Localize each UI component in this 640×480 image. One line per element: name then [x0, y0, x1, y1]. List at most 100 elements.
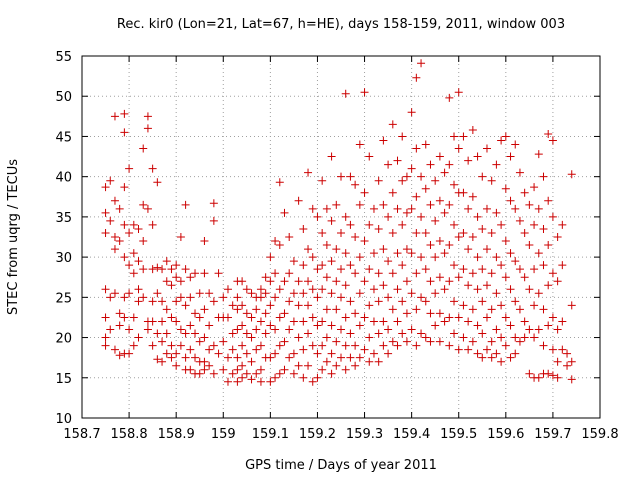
data-point [360, 277, 369, 286]
data-point [148, 220, 157, 229]
data-point [398, 132, 407, 141]
data-point [120, 220, 129, 229]
data-point [440, 208, 449, 217]
data-point [195, 313, 204, 322]
data-point [304, 168, 313, 177]
data-point [125, 228, 134, 237]
data-point [172, 349, 181, 358]
data-point [304, 245, 313, 254]
data-point [101, 208, 110, 217]
data-point [191, 269, 200, 278]
data-point [501, 273, 510, 282]
data-point [534, 249, 543, 258]
data-point [313, 373, 322, 382]
data-point [459, 132, 468, 141]
data-point [242, 285, 251, 294]
data-point [393, 285, 402, 294]
data-point [285, 353, 294, 362]
data-point [346, 297, 355, 306]
data-point [435, 309, 444, 318]
data-point [308, 341, 317, 350]
data-point [511, 333, 520, 342]
data-point [209, 341, 218, 350]
data-point [205, 321, 214, 330]
y-tick-label: 30 [55, 251, 72, 266]
data-point [445, 313, 454, 322]
data-point [355, 353, 364, 362]
data-point [454, 144, 463, 153]
data-point [487, 305, 496, 314]
data-point [256, 365, 265, 374]
data-point [289, 289, 298, 298]
data-point [558, 317, 567, 326]
data-point [337, 228, 345, 237]
data-point [247, 375, 256, 384]
data-point [313, 321, 322, 330]
data-point [468, 126, 477, 135]
data-point [497, 357, 506, 366]
data-point [115, 204, 124, 213]
data-point [525, 241, 534, 250]
data-point [355, 253, 364, 262]
data-point [412, 305, 421, 314]
data-point [252, 305, 261, 314]
data-point [308, 253, 317, 262]
data-point [567, 375, 576, 384]
data-point [148, 317, 157, 326]
data-point [158, 265, 167, 274]
data-point [398, 220, 407, 229]
data-point [139, 237, 148, 246]
data-point [233, 325, 242, 334]
data-point [435, 273, 444, 282]
data-point [285, 233, 294, 241]
x-tick-label: 159.6 [487, 427, 524, 442]
data-point [125, 289, 134, 298]
data-point [289, 369, 298, 378]
data-point [200, 237, 209, 246]
data-point [129, 269, 138, 278]
data-point [388, 305, 397, 314]
data-point [426, 277, 435, 286]
data-point [252, 369, 261, 378]
data-point [280, 277, 289, 286]
data-point [417, 293, 426, 302]
data-point [162, 277, 171, 286]
data-point [120, 183, 129, 192]
data-point [520, 317, 529, 326]
data-point [172, 317, 181, 326]
data-point [261, 289, 270, 298]
data-point [134, 333, 143, 342]
chart-title: Rec. kir0 (Lon=21, Lat=67, h=HE), days 1… [117, 17, 565, 32]
data-point [280, 309, 289, 318]
data-point [299, 317, 308, 326]
data-point [233, 377, 242, 386]
data-point [553, 373, 562, 382]
data-point [393, 156, 402, 165]
data-point [115, 321, 124, 330]
data-point [191, 353, 200, 362]
data-point [275, 285, 284, 294]
data-point [431, 321, 440, 330]
y-tick-label: 50 [55, 90, 72, 105]
data-point [351, 269, 360, 278]
data-point [520, 273, 529, 282]
data-point [120, 293, 129, 302]
data-point [351, 233, 360, 241]
data-point [384, 212, 393, 221]
data-point [186, 321, 195, 330]
data-point [379, 317, 388, 326]
y-tick-label: 25 [55, 291, 72, 306]
data-point [511, 297, 520, 306]
data-point [313, 265, 322, 274]
data-point [374, 269, 383, 278]
data-point [454, 345, 463, 354]
data-point [294, 196, 303, 205]
data-point [459, 228, 468, 237]
data-point [567, 301, 576, 310]
data-point [548, 313, 557, 322]
data-point [454, 273, 463, 282]
data-point [153, 355, 162, 364]
data-point [228, 329, 237, 338]
data-point [308, 313, 317, 322]
data-point [176, 293, 185, 302]
